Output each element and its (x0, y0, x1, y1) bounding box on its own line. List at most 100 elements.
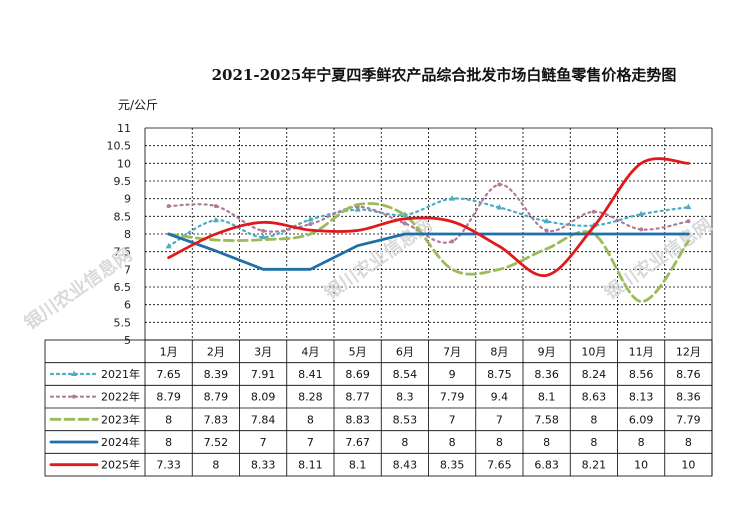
x-category-label: 10月 (581, 345, 606, 358)
table-cell-value: 8.28 (298, 391, 323, 404)
data-point (402, 221, 407, 226)
data-point (450, 239, 455, 244)
table-cell-value: 8.36 (676, 391, 701, 404)
table-cell-value: 8.13 (629, 391, 654, 404)
table-cell-value: 8.09 (251, 391, 276, 404)
data-point (544, 228, 549, 233)
table-cell-value: 10 (634, 459, 648, 472)
x-category-label: 11月 (629, 345, 654, 358)
table-cell-value: 7.84 (251, 413, 276, 426)
table-cell-value: 8.36 (534, 368, 559, 381)
data-point (686, 219, 691, 224)
y-tick-label: 10.5 (107, 140, 132, 153)
table-cell-value: 8.43 (393, 459, 418, 472)
y-tick-label: 9.5 (114, 175, 132, 188)
legend-label: 2025年 (101, 458, 140, 472)
table-cell-value: 6.09 (629, 413, 654, 426)
table-cell-value: 6.83 (534, 459, 559, 472)
table-cell-value: 8.83 (345, 413, 370, 426)
table-cell-value: 8.75 (487, 368, 512, 381)
y-tick-label: 7 (124, 263, 131, 276)
x-category-label: 6月 (396, 345, 414, 358)
series-line (167, 232, 690, 271)
legend-label: 2024年 (101, 435, 140, 449)
y-tick-label: 8.5 (114, 210, 132, 223)
table-cell-value: 8.53 (393, 413, 418, 426)
x-category-label: 4月 (301, 345, 319, 358)
series-line (167, 202, 690, 303)
table-cell-value: 7.33 (156, 459, 181, 472)
y-axis-ticks: 5 5.5 6 6.5 7 7.5 8 8.5 9 9.5 10 10.5 11 (107, 122, 132, 347)
x-category-label: 3月 (254, 345, 272, 358)
series-line (167, 197, 690, 248)
table-cell-value: 7 (307, 436, 314, 449)
table-cell-value: 7.79 (676, 413, 701, 426)
table-cell-value: 7.58 (534, 413, 559, 426)
table-cell-value: 8 (590, 413, 597, 426)
table-cell-value: 7.65 (487, 459, 512, 472)
table-cell-value: 8.56 (629, 368, 654, 381)
table-cell-value: 8 (685, 436, 692, 449)
data-point (638, 210, 645, 217)
table-cell-value: 8 (590, 436, 597, 449)
table-cell-value: 8.54 (393, 368, 418, 381)
table-cell-value: 8 (496, 436, 503, 449)
table-cell-value: 8.39 (204, 368, 229, 381)
table-cell-value: 8.3 (396, 391, 414, 404)
table-cell-value: 8 (449, 436, 456, 449)
table-cell-value: 8.24 (582, 368, 607, 381)
table-cell-value: 7.65 (156, 368, 181, 381)
table-cell-value: 8 (307, 413, 314, 426)
table-cell-value: 7 (260, 436, 267, 449)
table-cell-value: 7.79 (440, 391, 465, 404)
x-category-label: 9月 (538, 345, 556, 358)
y-tick-label: 9 (124, 193, 131, 206)
table-cell-value: 8.77 (345, 391, 370, 404)
data-point (354, 206, 361, 212)
table-cell-value: 8.1 (349, 459, 367, 472)
table-cell-value: 7.67 (345, 436, 370, 449)
data-point (212, 216, 219, 223)
table-cell-value: 7 (496, 413, 503, 426)
y-tick-label: 6 (124, 299, 131, 312)
data-point (591, 209, 596, 214)
table-cell-value: 7.83 (204, 413, 229, 426)
legend-label: 2022年 (101, 390, 140, 404)
chart-title: 2021-2025年宁夏四季鲜农产品综合批发市场白鲢鱼零售价格走势图 (212, 66, 677, 84)
data-point (261, 228, 266, 233)
data-point (165, 242, 172, 249)
data-point (449, 195, 456, 201)
table-cell-value: 9 (449, 368, 456, 381)
table-cell-value: 8.11 (298, 459, 323, 472)
y-tick-label: 7.5 (114, 246, 132, 259)
legend-marker (71, 370, 77, 376)
data-point (260, 233, 267, 240)
data-point (496, 204, 503, 210)
table-cell-value: 8 (212, 459, 219, 472)
data-point (685, 203, 692, 210)
table-cell-value: 8.79 (204, 391, 229, 404)
y-tick-label: 11 (117, 122, 131, 135)
x-category-label: 8月 (490, 345, 508, 358)
table-cell-value: 9.4 (491, 391, 509, 404)
x-category-label: 5月 (349, 345, 367, 358)
table-cell-value: 8.63 (582, 391, 607, 404)
table-cell-value: 8.69 (345, 368, 370, 381)
data-point (639, 227, 644, 232)
y-tick-label: 5 (124, 334, 131, 347)
table-cell-value: 8 (638, 436, 645, 449)
y-tick-label: 8 (124, 228, 131, 241)
legend-marker (72, 394, 76, 399)
table-cell-value: 8.79 (156, 391, 181, 404)
legend-label: 2023年 (101, 412, 140, 426)
table-cell-value: 7.91 (251, 368, 276, 381)
series-lines (165, 157, 692, 303)
table-cell-value: 8 (543, 436, 550, 449)
table-cell-value: 8 (165, 413, 172, 426)
data-point (543, 217, 550, 224)
x-category-label: 2月 (207, 345, 225, 358)
data-point (497, 182, 502, 187)
y-tick-label: 6.5 (114, 281, 132, 294)
x-category-label: 1月 (160, 345, 178, 358)
